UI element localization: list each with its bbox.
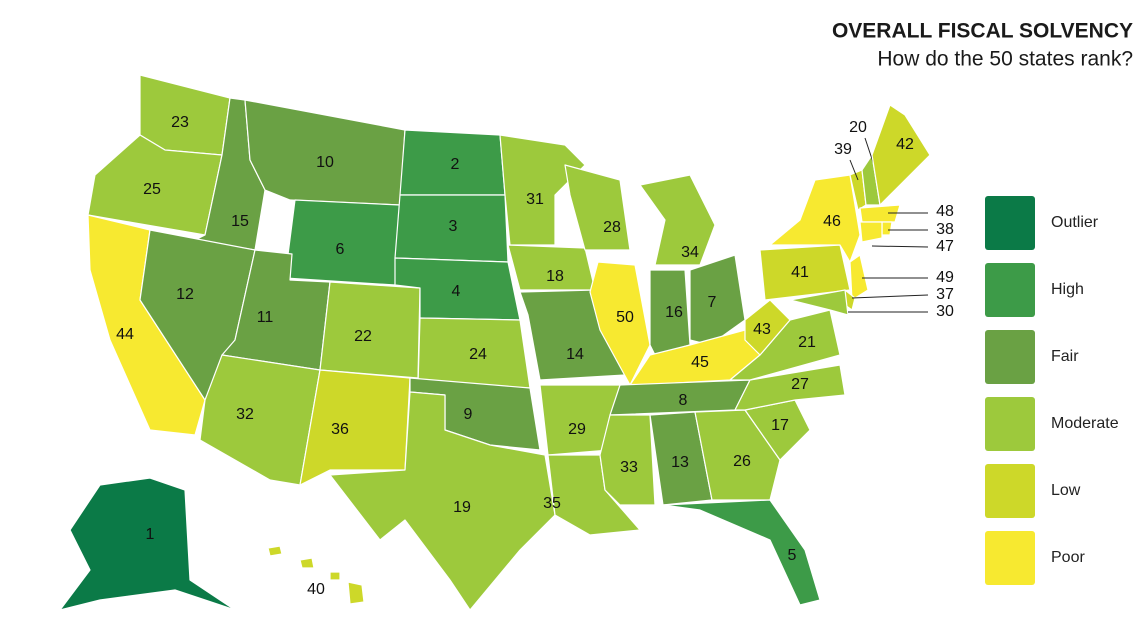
rank-label: 36 [331,421,349,438]
rank-label: 6 [336,241,345,258]
rank-label: 22 [354,328,372,345]
legend-swatch [985,196,1035,250]
rank-label: 12 [176,286,194,303]
state [329,571,341,581]
rank-label: 33 [620,459,638,476]
rank-label: 42 [896,136,914,153]
rank-label: 32 [236,406,254,423]
state [759,244,851,301]
rank-label: 14 [566,346,584,363]
rank-label: 41 [791,264,809,281]
state [299,369,411,486]
rank-label: 49 [936,269,954,286]
state [849,254,869,301]
rank-label: 5 [788,547,797,564]
state [347,581,365,605]
states: 2325441512106112232362342491931181429352… [59,74,954,611]
legend: Outlier High Fair Moderate Low Poor [985,196,1119,585]
leader-line [871,245,929,248]
state [662,499,821,606]
rank-label: 38 [936,221,954,238]
legend-label: Outlier [1051,214,1099,231]
rank-label: 48 [936,203,954,220]
state [564,164,631,251]
rank-label: 15 [231,213,249,230]
rank-label: 37 [936,286,954,303]
rank-label: 18 [546,268,564,285]
state [881,221,893,236]
legend-label: Low [1051,482,1081,499]
legend-label: Poor [1051,549,1085,566]
rank-label: 1 [146,526,155,543]
rank-label: 40 [307,581,325,598]
state [859,204,901,223]
rank-label: 25 [143,181,161,198]
subtitle: How do the 50 states rank? [877,48,1133,71]
legend-swatch [985,464,1035,518]
state [329,391,556,611]
rank-label: 2 [451,156,460,173]
rank-label: 27 [791,376,809,393]
rank-label: 11 [257,309,274,326]
rank-label: 35 [543,495,561,512]
title: OVERALL FISCAL SOLVENCY [832,20,1133,43]
state [871,104,931,206]
legend-swatch [985,531,1035,585]
rank-label: 24 [469,346,487,363]
state [499,134,586,246]
state [244,99,406,206]
rank-label: 3 [449,218,458,235]
state [299,557,315,569]
leader-line [849,159,859,181]
rank-label: 47 [936,238,954,255]
legend-swatch [985,330,1035,384]
state [789,289,849,316]
legend-label: Fair [1051,348,1079,365]
state [689,254,746,346]
rank-label: 20 [849,119,867,136]
state [267,545,283,557]
legend-swatch [985,263,1035,317]
legend-label: Moderate [1051,415,1119,432]
rank-label: 19 [453,499,471,516]
legend-label: High [1051,281,1084,298]
state [639,174,716,266]
rank-label: 4 [452,283,461,300]
rank-label: 16 [665,304,683,321]
leader-line [851,294,929,299]
rank-label: 8 [679,392,688,409]
rank-label: 17 [771,417,789,434]
state [59,477,236,611]
rank-label: 30 [936,303,954,320]
rank-label: 46 [823,213,841,230]
rank-label: 29 [568,421,586,438]
state [769,174,861,263]
state [199,354,321,486]
legend-swatch [985,397,1035,451]
rank-label: 45 [691,354,709,371]
rank-label: 9 [464,406,473,423]
rank-label: 28 [603,219,621,236]
state [859,221,883,243]
rank-label: 34 [681,244,699,261]
rank-label: 31 [526,191,544,208]
rank-label: 7 [708,294,717,311]
state [744,299,791,356]
state [734,364,846,411]
rank-label: 23 [171,114,189,131]
rank-label: 44 [116,326,134,343]
rank-label: 13 [671,454,689,471]
rank-label: 43 [753,321,771,338]
rank-label: 21 [798,334,816,351]
rank-label: 50 [616,309,634,326]
rank-label: 39 [834,141,852,158]
rank-label: 26 [733,453,751,470]
rank-label: 10 [316,154,334,171]
